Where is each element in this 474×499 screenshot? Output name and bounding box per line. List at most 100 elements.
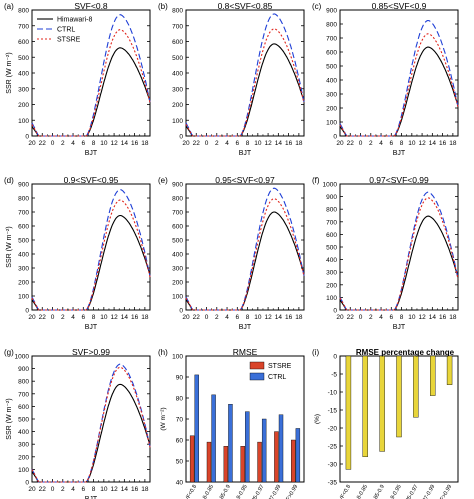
plot-frame — [31, 183, 151, 311]
y-tick-label: 0 — [25, 134, 29, 141]
x-tick-label: 14 — [121, 314, 129, 321]
x-tick-label: 0.95-0.97 — [403, 484, 420, 499]
x-axis-label: BJT — [239, 324, 252, 331]
y-tick-label: 200 — [18, 102, 29, 109]
panel-title: 0.95<SVF<0.97 — [215, 175, 275, 185]
plot-frame — [185, 183, 305, 311]
y-tick-label: 400 — [18, 252, 29, 259]
y-tick-label: 600 — [172, 39, 183, 46]
x-tick-label: 22 — [347, 140, 355, 147]
bar — [261, 418, 267, 483]
series-line — [31, 383, 151, 483]
bar — [240, 446, 245, 483]
plot-frame — [185, 9, 305, 137]
y-tick-label: 0 — [333, 308, 337, 315]
x-tick-label: 20 — [28, 486, 36, 493]
x-tick-label: 16 — [285, 140, 293, 147]
y-tick-label: 500 — [172, 238, 183, 245]
series-line — [185, 187, 305, 311]
x-tick-label: 14 — [429, 314, 437, 321]
panel-label: (h) — [158, 348, 168, 357]
x-tick-label: 2 — [215, 314, 219, 321]
x-tick-label: 0.97-0.99 — [420, 484, 437, 499]
x-tick-label: 18 — [295, 140, 303, 147]
x-tick-label: 14 — [275, 314, 283, 321]
bar — [446, 355, 453, 385]
x-tick-label: 16 — [439, 314, 447, 321]
y-tick-label: 300 — [326, 270, 337, 277]
y-tick-label: 300 — [18, 442, 29, 449]
y-tick-label: 800 — [172, 196, 183, 203]
x-tick-label: 10 — [408, 314, 416, 321]
y-tick-label: 1000 — [15, 354, 30, 361]
x-tick-label: 8 — [92, 140, 96, 147]
y-tick-label: 90 — [176, 375, 184, 382]
y-tick-label: -25 — [328, 444, 338, 451]
legend-label: STSRE — [268, 363, 292, 370]
x-tick-label: SVF>0.99 — [436, 484, 454, 499]
plot-frame — [339, 183, 459, 311]
bar — [211, 394, 216, 483]
series-line — [31, 214, 151, 311]
x-tick-label: 12 — [264, 314, 272, 321]
y-tick-label: 400 — [172, 252, 183, 259]
x-axis-label: BJT — [393, 150, 406, 157]
x-tick-label: 6 — [81, 486, 85, 493]
x-tick-label: 8 — [92, 486, 96, 493]
x-tick-label: 12 — [418, 140, 426, 147]
series-line — [31, 189, 151, 311]
y-tick-label: 700 — [172, 210, 183, 217]
x-tick-label: 20 — [336, 314, 344, 321]
y-tick-label: 0 — [25, 308, 29, 315]
y-tick-label: 100 — [326, 120, 337, 127]
series-line — [339, 191, 459, 311]
panel-title: SVF>0.99 — [72, 347, 110, 357]
y-tick-label: 800 — [326, 207, 337, 214]
x-tick-label: SVF<0.8 — [336, 484, 352, 499]
y-tick-label: 80 — [176, 396, 184, 403]
x-tick-label: 0 — [51, 140, 55, 147]
x-tick-label: 2 — [369, 314, 373, 321]
x-tick-label: 8 — [400, 140, 404, 147]
x-tick-label: 10 — [100, 486, 108, 493]
x-tick-label: 10 — [408, 140, 416, 147]
x-tick-label: 4 — [71, 486, 75, 493]
y-tick-label: 0 — [333, 134, 337, 141]
y-tick-label: -15 — [328, 408, 338, 415]
bar — [206, 441, 212, 483]
x-tick-label: 18 — [141, 140, 149, 147]
bar — [345, 355, 352, 470]
y-tick-label: 100 — [172, 118, 183, 125]
x-tick-label: 8 — [246, 314, 250, 321]
y-tick-label: 500 — [18, 238, 29, 245]
y-tick-label: 0 — [179, 134, 183, 141]
panel-label: (e) — [158, 176, 168, 185]
x-tick-label: 4 — [379, 314, 383, 321]
series-line — [339, 19, 459, 137]
y-tick-label: 300 — [18, 86, 29, 93]
bar — [274, 431, 279, 483]
x-tick-label: 18 — [295, 314, 303, 321]
y-tick-label: 500 — [18, 417, 29, 424]
x-tick-label: 12 — [110, 140, 118, 147]
x-tick-label: 2 — [369, 140, 373, 147]
x-tick-label: 16 — [131, 486, 139, 493]
y-tick-label: 1000 — [323, 182, 338, 189]
y-tick-label: 700 — [326, 219, 337, 226]
y-tick-label: 300 — [18, 266, 29, 273]
y-tick-label: 500 — [18, 55, 29, 62]
x-tick-label: 0.85-0.9 — [217, 484, 232, 499]
y-tick-label: 400 — [172, 71, 183, 78]
panel-title: RMSE — [233, 347, 258, 357]
x-tick-label: 0 — [51, 314, 55, 321]
x-tick-label: 22 — [39, 314, 47, 321]
x-tick-label: 6 — [235, 314, 239, 321]
x-tick-label: 0 — [205, 140, 209, 147]
y-tick-label: 800 — [326, 22, 337, 29]
x-tick-label: 10 — [254, 140, 262, 147]
x-tick-label: 12 — [110, 486, 118, 493]
y-tick-label: -35 — [328, 480, 338, 487]
